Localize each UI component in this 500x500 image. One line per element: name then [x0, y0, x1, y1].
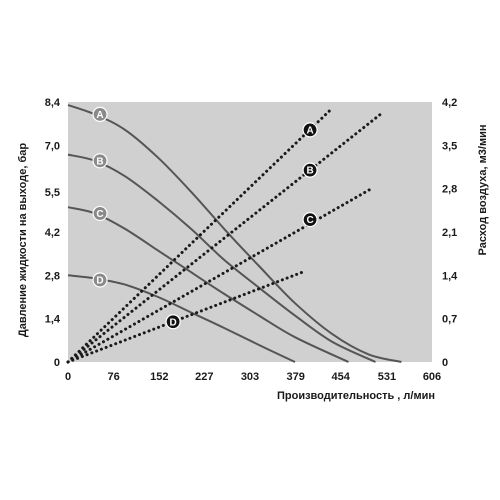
right-y-tick-label: 2,8 [442, 184, 457, 196]
air-flow-series-group [66, 106, 382, 364]
right-y-axis-label: Расход воздуха, м3/мин [477, 125, 489, 256]
left-y-axis-ticks: 0 1,4 2,8 4,2 5,5 7,0 8,4 [45, 97, 61, 369]
pressure-curve-a [67, 104, 402, 363]
pressure-badge-d-label: D [96, 275, 103, 286]
pressure-badge-d: D [92, 272, 108, 288]
x-tick-label: 303 [241, 371, 259, 383]
right-y-tick-label: 1,4 [442, 270, 458, 282]
plot-area [68, 102, 432, 362]
pressure-badge-b: B [92, 153, 108, 169]
air-badge-a-circle [302, 122, 318, 138]
air-badge-c: C [302, 212, 318, 228]
x-axis-label: Производительность , л/мин [277, 390, 435, 402]
right-y-tick-label: 3,5 [442, 140, 457, 152]
pressure-curve-b [67, 153, 376, 363]
air-badge-c-label: C [306, 215, 313, 226]
x-tick-label: 227 [195, 371, 213, 383]
x-tick-label: 152 [150, 371, 168, 383]
air-badge-d: D [165, 314, 181, 330]
x-tick-label: 531 [378, 371, 396, 383]
series-badges: A B C D A B C D [92, 106, 318, 330]
x-tick-label: 454 [332, 371, 351, 383]
air-badge-d-label: D [169, 317, 176, 328]
left-y-tick-label: 4,2 [45, 227, 60, 239]
air-flow-line-c [66, 187, 373, 364]
right-y-axis-ticks: 0 0,7 1,4 2,1 2,8 3,5 4,2 [442, 97, 458, 369]
air-badge-b-label: B [306, 166, 313, 177]
pressure-badge-a-circle [92, 106, 108, 122]
pressure-badge-a: A [92, 106, 108, 122]
pressure-badge-c: C [92, 205, 108, 222]
left-y-tick-label: 8,4 [45, 97, 61, 109]
air-badge-d-circle [165, 314, 181, 330]
air-flow-line-a [66, 106, 334, 364]
left-y-tick-label: 0 [54, 357, 60, 369]
left-y-tick-label: 7,0 [45, 140, 60, 152]
left-y-tick-label: 2,8 [45, 270, 60, 282]
x-tick-label: 379 [286, 371, 304, 383]
air-flow-line-d [66, 270, 304, 364]
x-tick-label: 606 [423, 371, 441, 383]
air-badge-c-circle [302, 212, 318, 228]
pressure-badge-b-circle [92, 153, 108, 169]
pressure-badge-a-label: A [96, 110, 103, 121]
air-badge-a: A [302, 122, 318, 138]
pressure-badge-c-label: C [96, 209, 103, 220]
right-y-tick-label: 4,2 [442, 97, 457, 109]
left-y-axis-label: Давление жидкости на выходе, бар [17, 143, 29, 337]
air-badge-b-circle [302, 162, 318, 178]
air-flow-line-b [66, 112, 382, 364]
pressure-badge-d-circle [92, 272, 108, 288]
air-badge-b: B [302, 162, 318, 178]
x-axis-ticks: 0 76 152 227 303 379 454 531 606 [65, 371, 441, 383]
left-y-tick-label: 5,5 [45, 187, 60, 199]
pressure-badge-b-label: B [96, 156, 103, 167]
x-tick-label: 0 [65, 371, 71, 383]
right-y-tick-label: 0 [442, 357, 448, 369]
x-tick-label: 76 [108, 371, 120, 383]
air-badge-a-label: A [306, 125, 313, 136]
pressure-badge-c-circle [92, 205, 108, 222]
right-y-tick-label: 2,1 [442, 227, 457, 239]
right-y-tick-label: 0,7 [442, 314, 457, 326]
left-y-tick-label: 1,4 [45, 314, 61, 326]
